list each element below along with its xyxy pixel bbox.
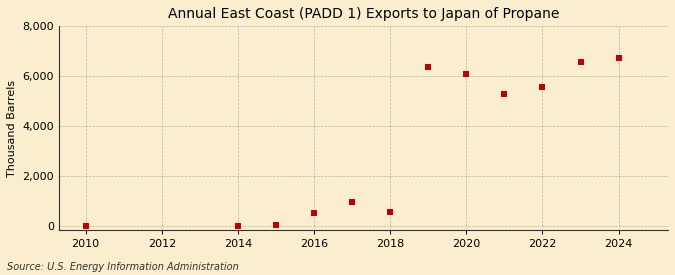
Point xyxy=(537,85,548,89)
Point xyxy=(308,210,319,215)
Point xyxy=(499,91,510,96)
Point xyxy=(423,64,433,69)
Y-axis label: Thousand Barrels: Thousand Barrels xyxy=(7,79,17,177)
Point xyxy=(232,224,243,228)
Point xyxy=(347,200,358,204)
Point xyxy=(80,224,91,228)
Point xyxy=(613,56,624,60)
Title: Annual East Coast (PADD 1) Exports to Japan of Propane: Annual East Coast (PADD 1) Exports to Ja… xyxy=(168,7,559,21)
Point xyxy=(575,60,586,64)
Point xyxy=(461,72,472,77)
Text: Source: U.S. Energy Information Administration: Source: U.S. Energy Information Administ… xyxy=(7,262,238,272)
Point xyxy=(271,222,281,227)
Point xyxy=(385,210,396,214)
